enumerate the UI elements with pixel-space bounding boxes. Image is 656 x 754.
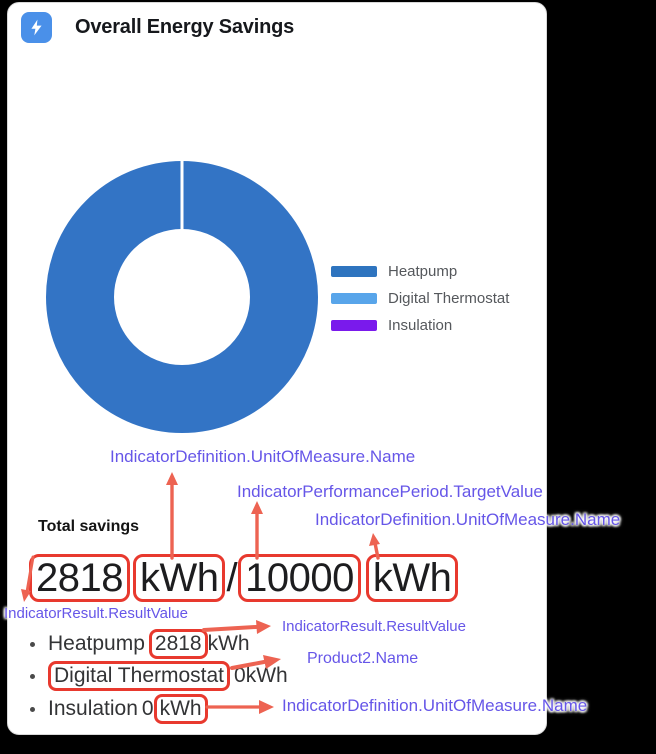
legend-swatch-heatpump — [331, 265, 377, 277]
row-result-value: 2818 — [154, 632, 202, 655]
list-item-digital-thermostat: Digital Thermostat 0 kWh — [30, 661, 288, 692]
legend-label: Digital Thermostat — [388, 289, 510, 307]
target-value: 10000 — [245, 556, 354, 600]
legend-item-heatpump[interactable]: Heatpump — [331, 262, 457, 280]
result-value: 2818 — [36, 556, 123, 600]
bullet-icon — [30, 706, 35, 712]
highlight-box-target-value: 10000 — [238, 554, 361, 602]
legend-label: Insulation — [388, 316, 453, 334]
annotation-unit-of-measure-top: IndicatorDefinition.UnitOfMeasure.Name — [110, 447, 416, 466]
value-separator: / — [226, 555, 238, 600]
highlight-box-row-value: 2818 — [148, 629, 208, 660]
lightning-bolt-glyph — [31, 19, 42, 36]
row-result-value: 0 — [234, 664, 246, 688]
total-savings-label: Total savings — [38, 518, 140, 535]
result-unit: kWh — [139, 556, 219, 600]
legend-item-insulation[interactable]: Insulation — [331, 316, 452, 334]
highlight-box-row-unit: kWh — [153, 694, 208, 725]
lightning-bolt-icon — [21, 12, 52, 43]
target-unit: kWh — [372, 556, 452, 600]
product-name: Digital Thermostat — [54, 664, 225, 687]
bullet-icon — [30, 641, 35, 647]
annotation-target-value: IndicatorPerformancePeriod.TargetValue — [237, 482, 543, 501]
legend-item-digital-thermostat[interactable]: Digital Thermostat — [331, 289, 509, 307]
legend-label: Heatpump — [388, 262, 458, 280]
annotation-unit-of-measure-right: IndicatorDefinition.UnitOfMeasure.Name — [315, 510, 621, 529]
list-item-insulation: Insulation 0 kWh — [30, 694, 208, 725]
highlight-box-target-unit: kWh — [365, 554, 459, 602]
annotation-product-name: Product2.Name — [307, 650, 419, 667]
list-item-heatpump: Heatpump 2818 kWh — [30, 629, 250, 660]
bullet-icon — [30, 673, 35, 679]
donut-chart[interactable] — [39, 159, 325, 435]
legend-swatch-digital-thermostat — [331, 292, 377, 304]
annotation-result-value-left: IndicatorResult.ResultValue — [4, 605, 188, 622]
product-name: Heatpump — [48, 632, 145, 656]
row-unit: kWh — [207, 632, 250, 656]
total-savings-value-row: 2818 kWh / 10000 kWh — [29, 554, 459, 602]
highlight-box-unit: kWh — [132, 554, 226, 602]
energy-savings-card: Overall Energy Savings Heatpump Digital … — [7, 2, 547, 735]
row-result-value: 0 — [141, 697, 154, 721]
row-unit: kWh — [159, 697, 202, 720]
legend-swatch-insulation — [331, 319, 377, 331]
row-unit: kWh — [245, 664, 288, 688]
product-name: Insulation — [48, 697, 138, 721]
annotation-unit-of-measure-bottom: IndicatorDefinition.UnitOfMeasure.Name — [282, 696, 588, 715]
annotation-result-value-row: IndicatorResult.ResultValue — [282, 618, 466, 635]
highlight-box-product-name: Digital Thermostat — [48, 661, 231, 692]
card-title: Overall Energy Savings — [75, 16, 295, 38]
highlight-box-result-value: 2818 — [29, 554, 130, 602]
donut-segment-gap — [180, 160, 184, 230]
